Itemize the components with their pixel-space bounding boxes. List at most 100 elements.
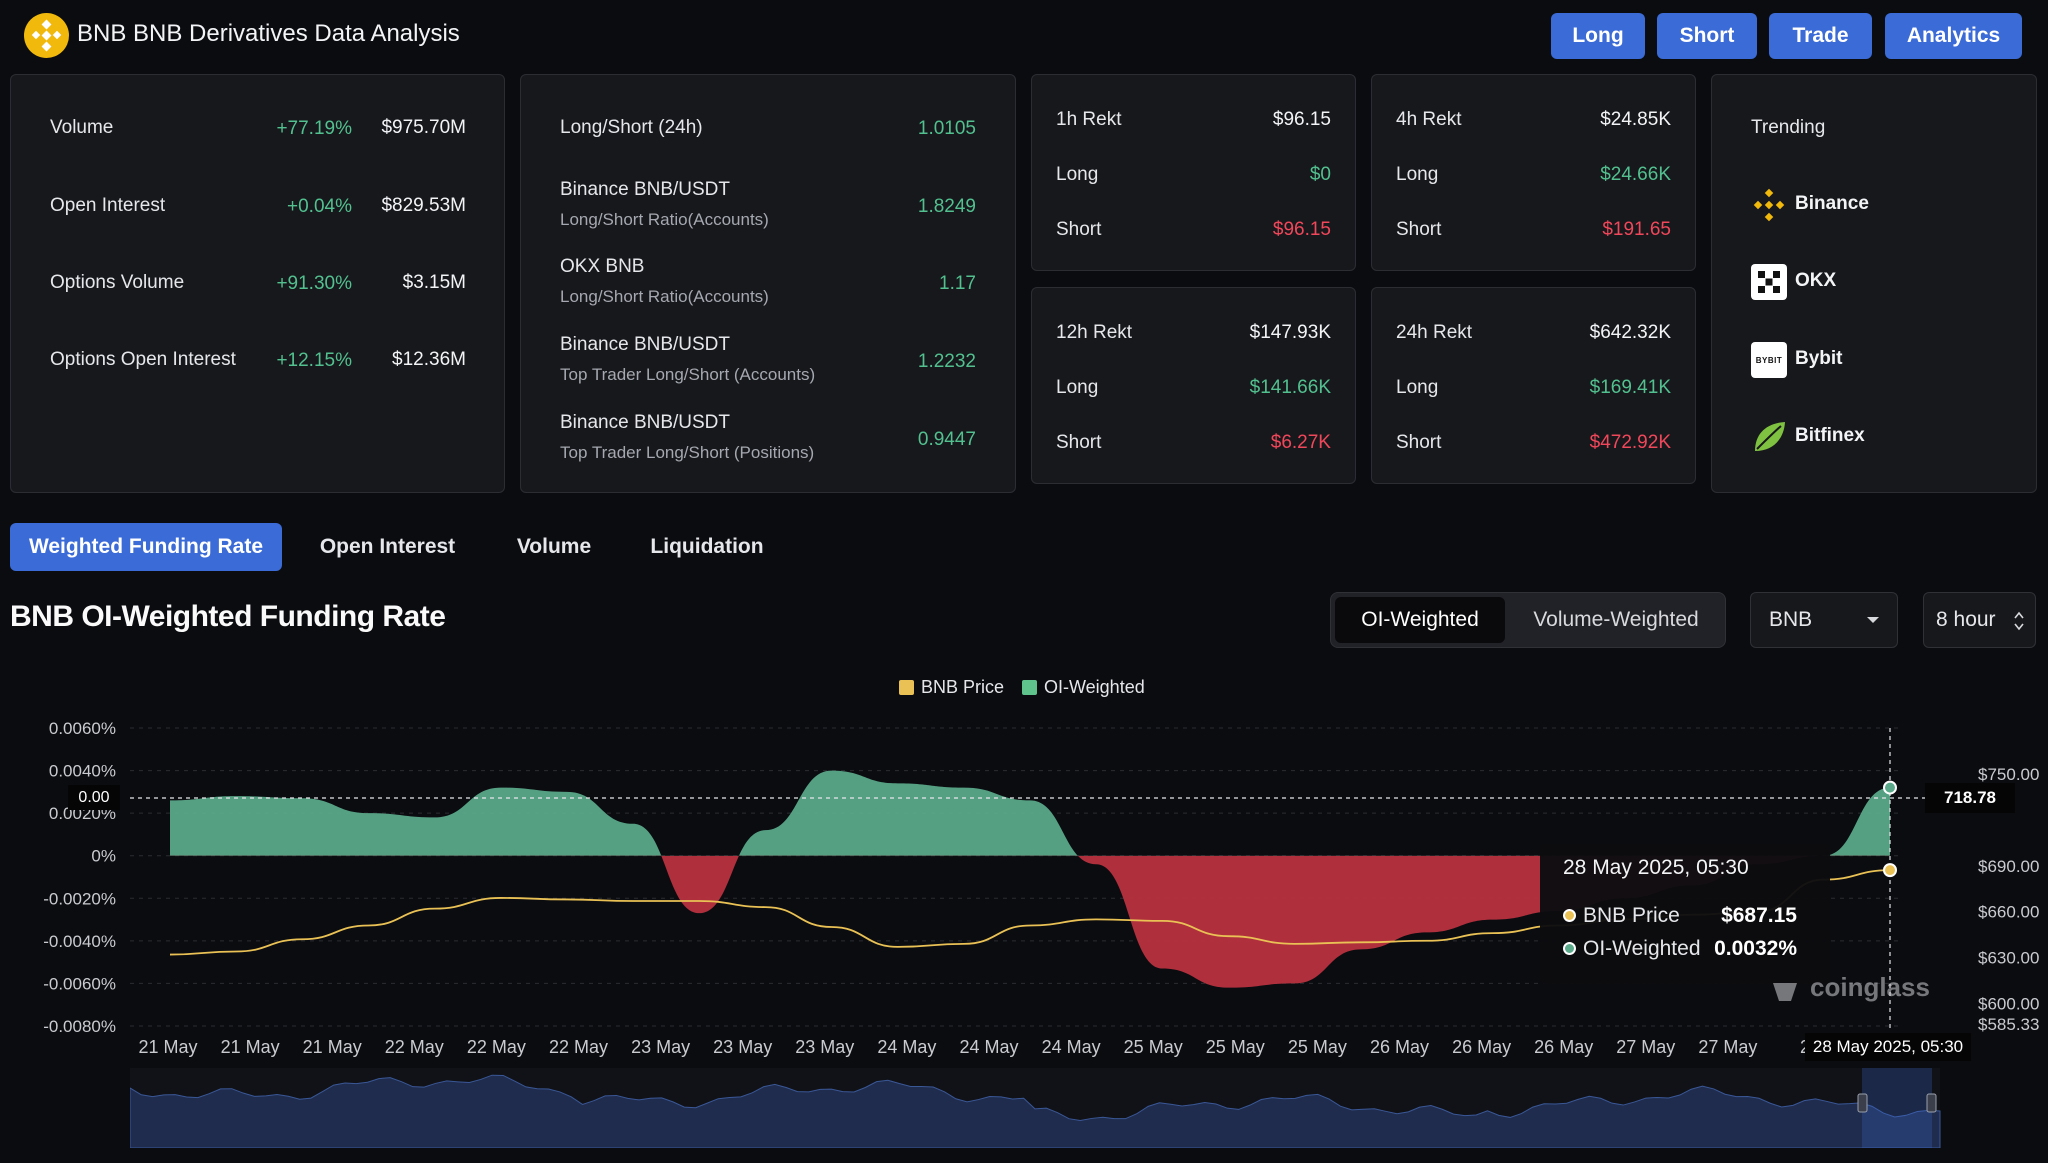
stat-label: Options Open Interest	[50, 349, 236, 370]
long-button[interactable]: Long	[1551, 13, 1645, 59]
right-tick-label: $630.00	[1978, 949, 2039, 968]
rekt-long-label: Long	[1396, 164, 1439, 185]
market-stats-card: Volume +77.19% $975.70M Open Interest +0…	[10, 74, 505, 493]
analytics-button[interactable]: Analytics	[1885, 13, 2022, 59]
x-tick-label: 23 May	[713, 1037, 772, 1057]
stat-label: Open Interest	[50, 195, 166, 216]
trending-title: Trending	[1751, 117, 1826, 138]
ratio-pair: Binance BNB/USDT	[560, 179, 731, 200]
trending-card: Trending Binance OKX BYBIT Bybit	[1711, 74, 2037, 493]
left-tick-label: -0.0060%	[43, 974, 116, 993]
x-tick-label: 24 May	[877, 1037, 936, 1057]
long-short-ratio-card: Long/Short (24h) 1.0105 Binance BNB/USDT…	[520, 74, 1016, 493]
tab-weighted-funding-rate[interactable]: Weighted Funding Rate	[10, 523, 282, 571]
left-tick-label: 0.0040%	[49, 762, 116, 781]
watermark-text: coinglass	[1810, 972, 1930, 1002]
legend-swatch-oi	[1022, 680, 1037, 695]
ratio-label: Long/Short (24h)	[560, 117, 703, 138]
okx-icon	[1751, 264, 1787, 300]
ratio-pair: OKX BNB	[560, 256, 645, 277]
right-tick-label: $660.00	[1978, 903, 2039, 922]
tooltip-price-value: $687.15	[1721, 904, 1797, 927]
chevron-updown-icon	[2014, 611, 2024, 631]
stat-value: $829.53M	[381, 195, 466, 216]
tab-open-interest[interactable]: Open Interest	[319, 535, 456, 558]
x-tick-label: 24 May	[959, 1037, 1018, 1057]
trending-item-bitfinex[interactable]: Bitfinex	[1751, 418, 1991, 456]
navigator-right-handle	[1926, 1093, 1937, 1113]
top-bar: BNB BNB Derivatives Data Analysis Long S…	[0, 0, 2048, 72]
rekt-long-value: $169.41K	[1589, 377, 1671, 398]
chart-title: BNB OI-Weighted Funding Rate	[10, 600, 446, 633]
right-tick-label: $600.00	[1978, 995, 2039, 1014]
legend-swatch-price	[899, 680, 914, 695]
navigator-series	[130, 1074, 1941, 1148]
x-tick-label: 26 May	[1452, 1037, 1511, 1057]
rekt-card-1h: 1h Rekt $96.15 Long $0 Short $96.15	[1031, 74, 1356, 271]
x-tick-label: 21 May	[303, 1037, 362, 1057]
rekt-short-value: $191.65	[1602, 219, 1671, 240]
stat-change: +77.19%	[276, 118, 352, 139]
ratio-pair: Binance BNB/USDT	[560, 334, 731, 355]
left-tick-label: -0.0040%	[43, 932, 116, 951]
trade-button[interactable]: Trade	[1769, 13, 1872, 59]
range-navigator[interactable]	[130, 1068, 1950, 1148]
left-axis: 0.0060%0.0040%0.0020%0%-0.0020%-0.0040%-…	[43, 719, 116, 1036]
caret-down-icon	[1867, 617, 1879, 623]
trending-item-bybit[interactable]: BYBIT Bybit	[1751, 341, 1991, 379]
stat-change: +91.30%	[276, 273, 352, 294]
x-tick-label: 27 May	[1698, 1037, 1757, 1057]
rekt-long-value: $141.66K	[1249, 377, 1331, 398]
tab-volume[interactable]: Volume	[516, 535, 592, 558]
short-button[interactable]: Short	[1657, 13, 1757, 59]
tooltip-dot-oi	[1563, 942, 1576, 955]
oi-hover-point	[1883, 780, 1897, 795]
weighting-toggle: OI-Weighted Volume-Weighted	[1330, 592, 1726, 648]
x-tick-label: 27 May	[1616, 1037, 1675, 1057]
rekt-total: $96.15	[1272, 109, 1331, 130]
x-tick-label: 25 May	[1124, 1037, 1183, 1057]
stat-value: $3.15M	[402, 272, 466, 293]
ratio-type: Top Trader Long/Short (Accounts)	[560, 365, 816, 384]
legend-price[interactable]: BNB Price	[921, 677, 1005, 697]
right-tick-label: $585.33	[1978, 1015, 2039, 1034]
x-tick-label: 21 May	[138, 1037, 197, 1057]
navigator-selection	[1862, 1068, 1932, 1148]
legend-oi-weighted[interactable]: OI-Weighted	[1044, 677, 1145, 697]
x-axis: 21 May 21 May 21 May 22 May 22 May 22 May 23 M…	[138, 1037, 1820, 1057]
rekt-card-12h: 12h Rekt $147.93K Long $141.66K Short $6…	[1031, 287, 1356, 484]
x-tick-label: 23 May	[795, 1037, 854, 1057]
trending-item-binance[interactable]: Binance	[1751, 186, 1991, 224]
trending-name: Bybit	[1795, 348, 1843, 369]
oi-weighted-option[interactable]: OI-Weighted	[1335, 597, 1505, 643]
tab-liquidation[interactable]: Liquidation	[650, 535, 764, 558]
chart-tooltip: 28 May 2025, 05:30 BNB Price $687.15 OI-…	[1540, 844, 1830, 984]
trending-item-okx[interactable]: OKX	[1751, 263, 1991, 301]
symbol-select[interactable]: BNB	[1750, 592, 1898, 648]
stat-label: Options Volume	[50, 272, 185, 293]
rekt-title: 4h Rekt	[1396, 109, 1462, 130]
rekt-long-label: Long	[1396, 377, 1439, 398]
tooltip-date: 28 May 2025, 05:30	[1563, 856, 1749, 879]
rekt-title: 12h Rekt	[1056, 322, 1133, 343]
ratio-value: 1.8249	[917, 196, 976, 217]
x-tick-label: 22 May	[467, 1037, 526, 1057]
page-title: BNB BNB Derivatives Data Analysis	[77, 20, 460, 47]
rekt-long-value: $24.66K	[1600, 164, 1671, 185]
interval-select[interactable]: 8 hour	[1923, 592, 2036, 648]
rekt-short-value: $96.15	[1272, 219, 1331, 240]
stat-value: $12.36M	[392, 349, 466, 370]
crosshair-right-label: 718.78	[1925, 783, 2015, 813]
x-tick-label: 24 May	[1042, 1037, 1101, 1057]
x-tick-label: 26 May	[1370, 1037, 1429, 1057]
rekt-short-value: $6.27K	[1270, 432, 1331, 453]
rekt-total: $24.85K	[1600, 109, 1671, 130]
stat-label: Volume	[50, 117, 114, 138]
ratio-type: Long/Short Ratio(Accounts)	[560, 287, 769, 306]
ratio-type: Top Trader Long/Short (Positions)	[560, 443, 815, 462]
rekt-short-value: $472.92K	[1589, 432, 1671, 453]
rekt-short-label: Short	[1056, 219, 1102, 240]
volume-weighted-option[interactable]: Volume-Weighted	[1533, 608, 1699, 631]
tooltip-price-label: BNB Price	[1583, 904, 1680, 927]
tooltip-oi-label: OI-Weighted	[1583, 937, 1701, 960]
